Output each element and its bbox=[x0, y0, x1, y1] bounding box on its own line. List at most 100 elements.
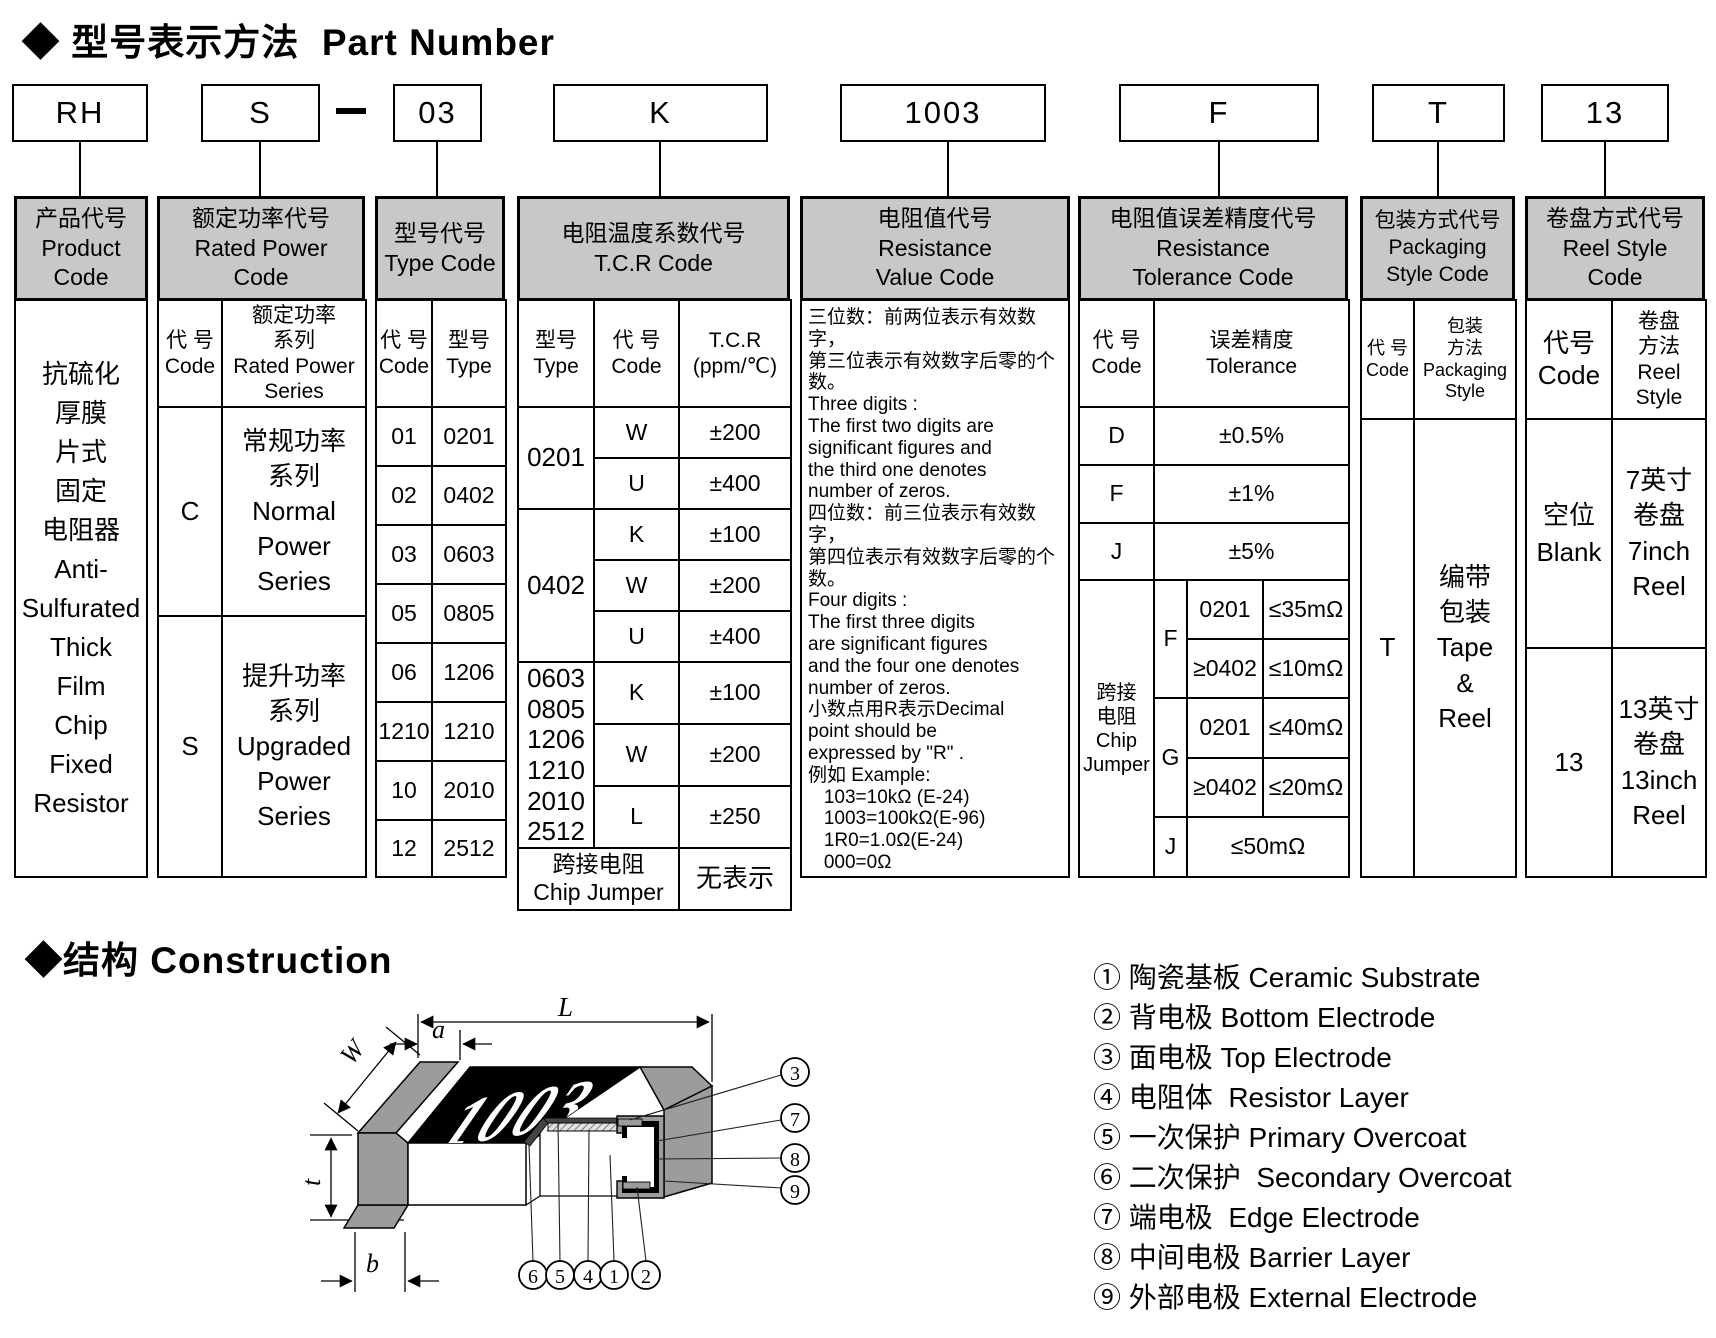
tcr-value: ±200 bbox=[678, 723, 792, 787]
packaging-style: 编带 包装 Tape & Reel bbox=[1413, 418, 1517, 878]
bottom-electrode bbox=[622, 1181, 651, 1190]
dim-L bbox=[417, 1014, 713, 1082]
reel-code: 13 bbox=[1525, 647, 1613, 878]
terminal-bottom-face bbox=[342, 1204, 410, 1229]
reel-style: 13英寸 卷盘 13inch Reel bbox=[1611, 647, 1707, 878]
header-product-code: 产品代号 Product Code bbox=[14, 196, 148, 301]
tcr-value: ±200 bbox=[678, 406, 792, 459]
tol-code: J bbox=[1078, 522, 1155, 581]
callout-number: 9 bbox=[790, 1181, 800, 1203]
pn-box-type: 03 bbox=[393, 84, 482, 142]
type-code: 02 bbox=[375, 465, 433, 526]
type-code-table: 代 号 Code 型号 Type 01 0201 02 0402 03 0603 05… bbox=[375, 299, 507, 878]
tcr-code: W bbox=[593, 723, 680, 787]
tol-limit: ≤35mΩ bbox=[1261, 579, 1351, 640]
tol-jumper-code: F bbox=[1153, 579, 1188, 699]
legend-item: ⑧ 中间电极 Barrier Layer bbox=[1093, 1242, 1411, 1273]
secondary-overcoat bbox=[542, 1117, 627, 1124]
code-cell: S bbox=[157, 615, 223, 878]
col-header: 型号 Type bbox=[431, 299, 507, 408]
tcr-value: ±100 bbox=[678, 661, 792, 725]
col-header: 额定功率 系列 Rated Power Series bbox=[221, 299, 367, 408]
header-packaging: 包装方式代号 Packaging Style Code bbox=[1360, 196, 1515, 301]
tol-size: ≥0402 bbox=[1186, 757, 1264, 818]
col-header: T.C.R (ppm/℃) bbox=[678, 299, 792, 408]
tol-limit: ≤50mΩ bbox=[1185, 816, 1351, 878]
tcr-code: U bbox=[593, 610, 680, 663]
connector-line bbox=[1604, 142, 1606, 196]
series-cell: 提升功率 系列 Upgraded Power Series bbox=[221, 615, 367, 878]
col-header: 代 号 Code bbox=[375, 299, 433, 408]
construction-title: ◆结构 Construction bbox=[25, 940, 393, 981]
connector-line bbox=[79, 142, 81, 196]
legend-item: ② 背电极 Bottom Electrode bbox=[1093, 1002, 1436, 1033]
tcr-code: W bbox=[593, 406, 680, 459]
type-code: 10 bbox=[375, 760, 433, 821]
tcr-code: L bbox=[593, 784, 680, 850]
leader-lines bbox=[528, 1074, 782, 1262]
packaging-code: T bbox=[1360, 418, 1415, 878]
tcr-type-group: 0201 bbox=[517, 406, 595, 510]
callout-number: 6 bbox=[528, 1266, 538, 1288]
dim-label-t: t bbox=[297, 1178, 326, 1186]
dim-label-b: b bbox=[366, 1249, 379, 1278]
callout-number: 5 bbox=[555, 1266, 565, 1288]
legend-item: ⑥ 二次保护 Secondary Overcoat bbox=[1093, 1162, 1512, 1193]
pn-box-tcr: K bbox=[553, 84, 768, 142]
pn-box-tolerance: F bbox=[1119, 84, 1319, 142]
callouts-right: 3 7 8 9 bbox=[780, 1057, 810, 1205]
type-size: 0201 bbox=[431, 406, 507, 467]
callout-number: 3 bbox=[790, 1063, 800, 1085]
dim-label-W: W bbox=[334, 1033, 372, 1070]
col-header: 代 号 Code bbox=[1360, 299, 1415, 420]
header-reel-style: 卷盘方式代号 Reel Style Code bbox=[1525, 196, 1705, 301]
col-header: 代 号 Code bbox=[157, 299, 223, 408]
tol-limit: ≤40mΩ bbox=[1261, 697, 1351, 759]
tol-code: D bbox=[1078, 406, 1155, 466]
tcr-code: K bbox=[593, 508, 680, 561]
tcr-type-group: 0402 bbox=[517, 508, 595, 663]
type-size: 1206 bbox=[431, 642, 507, 703]
type-code: 05 bbox=[375, 583, 433, 644]
col-header: 卷盘 方法 Reel Style bbox=[1611, 299, 1707, 420]
header-tcr-code: 电阻温度系数代号 T.C.R Code bbox=[517, 196, 790, 301]
resistance-value-description: 三位数：前两位表示有效数字， 第三位表示有效数字后零的个 数。 Three di… bbox=[800, 299, 1070, 878]
connector-line bbox=[947, 142, 949, 196]
callout-number: 2 bbox=[641, 1266, 651, 1288]
connector-line bbox=[1218, 142, 1220, 196]
callout-number: 7 bbox=[790, 1109, 800, 1131]
barrier-layer bbox=[627, 1127, 654, 1187]
type-size: 2010 bbox=[431, 760, 507, 821]
header-type-code: 型号代号 Type Code bbox=[375, 196, 505, 301]
product-description-cell: 抗硫化 厚膜 片式 固定 电阻器 Anti- Sulfurated Thick … bbox=[14, 299, 148, 878]
pn-box-reel: 13 bbox=[1541, 84, 1669, 142]
tcr-table: 型号 Type 代 号 Code T.C.R (ppm/℃) 0201 W ±2… bbox=[517, 299, 792, 912]
tcr-jumper-value: 无表示 bbox=[678, 847, 792, 912]
col-header: 代 号 Code bbox=[1078, 299, 1155, 408]
dim-label-a: a bbox=[432, 1015, 445, 1044]
pn-box-packaging: T bbox=[1372, 84, 1505, 142]
header-rated-power: 额定功率代号 Rated Power Code bbox=[157, 196, 365, 301]
type-code: 06 bbox=[375, 642, 433, 703]
dim-W bbox=[323, 1026, 421, 1132]
tcr-type-group: 0603 0805 1206 1210 2010 2512 bbox=[517, 660, 595, 850]
tol-jumper-label: 跨接 电阻 Chip Jumper bbox=[1078, 579, 1155, 878]
chip-body bbox=[342, 1061, 714, 1229]
chip-front-face bbox=[407, 1142, 527, 1206]
col-header: 型号 Type bbox=[517, 299, 595, 408]
type-code: 03 bbox=[375, 524, 433, 585]
tol-jumper-code: J bbox=[1153, 816, 1188, 878]
col-header: 代 号 Code bbox=[593, 299, 680, 408]
primary-overcoat-resistor-layer bbox=[547, 1122, 627, 1132]
packaging-table: 代 号 Code 包装 方法 Packaging Style T 编带 包装 T… bbox=[1360, 299, 1517, 878]
col-header: 误差精度 Tolerance bbox=[1152, 299, 1351, 408]
construction-diagram: L a W t b bbox=[297, 995, 810, 1292]
tcr-value: ±100 bbox=[678, 508, 792, 561]
col-header: 包装 方法 Packaging Style bbox=[1413, 299, 1517, 420]
tol-value: ±5% bbox=[1152, 522, 1351, 581]
tcr-value: ±250 bbox=[678, 784, 792, 850]
tolerance-table: 代 号 Code 误差精度 Tolerance D ±0.5% F ±1% J … bbox=[1078, 299, 1351, 878]
callout-number: 1 bbox=[609, 1266, 619, 1288]
callout-number: 4 bbox=[583, 1266, 593, 1288]
